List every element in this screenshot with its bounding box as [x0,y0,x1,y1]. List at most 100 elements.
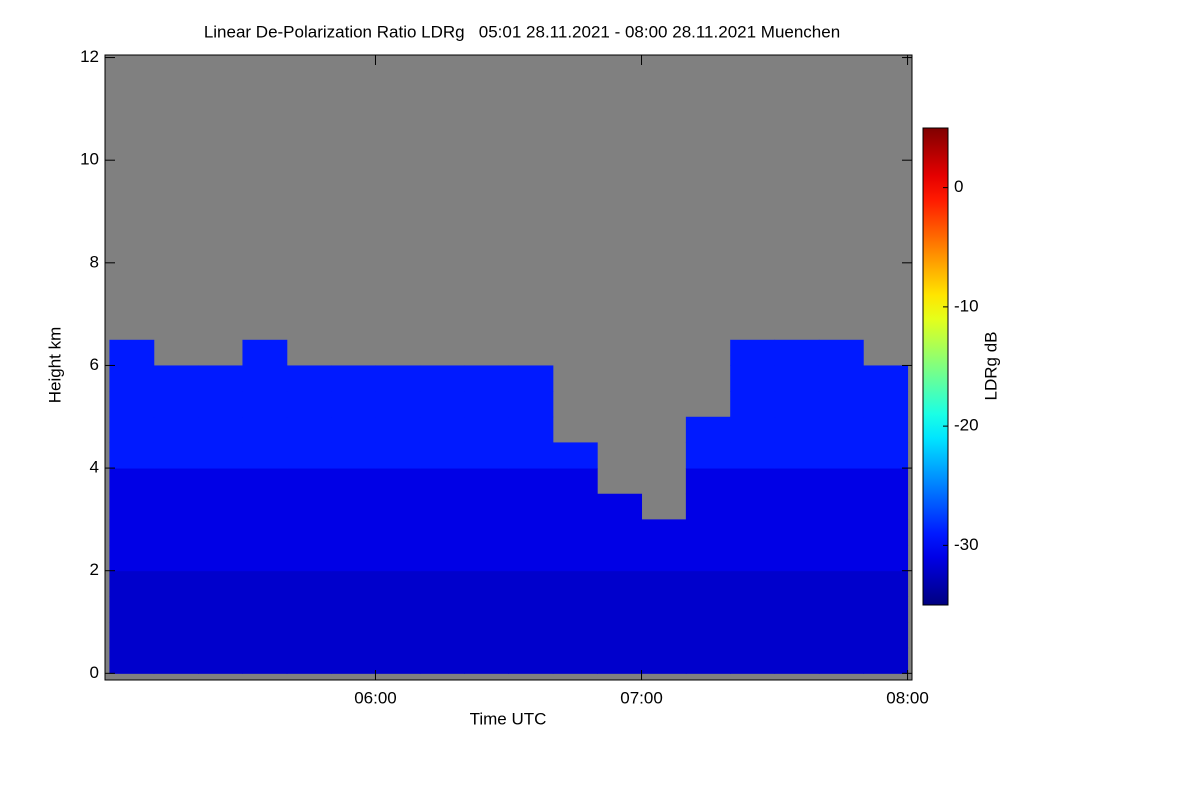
heatmap-cell [375,519,421,546]
heatmap-cell [863,391,909,418]
heatmap-cell [818,647,864,674]
heatmap-cell [597,570,643,597]
heatmap-cell [286,416,332,443]
heatmap-cell [198,596,243,623]
heatmap-cell [508,442,554,469]
x-axis-label: Time UTC [470,709,547,728]
heatmap-cell [242,545,288,572]
heatmap-cell [818,493,864,520]
heatmap-cell [818,519,864,546]
heatmap-cell [464,545,509,572]
heatmap-cell [774,519,820,546]
y-tick-label: 4 [90,458,99,477]
heatmap-cell [641,519,687,546]
heatmap-cell [508,365,554,392]
heatmap-cell [730,622,776,649]
heatmap-cell [242,570,288,597]
y-tick-label: 10 [80,150,99,169]
heatmap-cell [331,647,376,674]
heatmap-cell [464,391,509,418]
heatmap-cell [198,468,243,495]
heatmap-cell [153,416,199,443]
heatmap-cell [818,391,864,418]
heatmap-cell [552,468,598,495]
heatmap-cell [198,365,243,392]
colorbar-tick-label: -30 [954,535,979,554]
heatmap-cell [419,647,465,674]
heatmap-cell [508,647,554,674]
heatmap-cell [818,570,864,597]
heatmap-cell [464,570,509,597]
heatmap-cell [774,622,820,649]
heatmap-cell [331,596,376,623]
heatmap-cell [508,596,554,623]
colorbar-tick-label: -10 [954,296,979,315]
heatmap-cell [286,545,332,572]
heatmap-cell [286,391,332,418]
heatmap-cell [109,596,155,623]
heatmap-cell [641,570,687,597]
heatmap-cell [375,391,421,418]
heatmap-cell [774,493,820,520]
heatmap-cell [286,493,332,520]
heatmap-cell [685,519,731,546]
x-tick-label: 08:00 [886,688,929,707]
x-tick-label: 06:00 [354,688,397,707]
heatmap-cell [464,365,509,392]
heatmap-cell [774,647,820,674]
heatmap-cell [774,596,820,623]
heatmap-cell [730,391,776,418]
heatmap-cell [419,622,465,649]
colorbar-tick-label: -20 [954,416,979,435]
heatmap-cell [863,519,909,546]
heatmap-cell [552,622,598,649]
heatmap-cell [464,493,509,520]
heatmap-cell [730,493,776,520]
chart-title: Linear De-Polarization Ratio LDRg 05:01 … [204,22,840,41]
heatmap-cell [508,519,554,546]
heatmap-cell [685,468,731,495]
heatmap-cell [730,442,776,469]
heatmap-cell [153,545,199,572]
heatmap-cell [375,493,421,520]
heatmap-cell [774,365,820,392]
heatmap-cell [863,493,909,520]
heatmap-cell [419,570,465,597]
heatmap-cell [552,596,598,623]
heatmap-cell [818,596,864,623]
heatmap-cell [242,416,288,443]
heatmap-cell [375,570,421,597]
heatmap-cell [286,570,332,597]
heatmap-cell [818,339,864,366]
heatmap-cell [508,493,554,520]
heatmap-cell [464,622,509,649]
heatmap-cell [375,647,421,674]
heatmap-cell [331,545,376,572]
heatmap-cell [863,468,909,495]
heatmap-cell [242,391,288,418]
heatmap-cell [198,570,243,597]
heatmap-cell [331,622,376,649]
heatmap-cell [685,622,731,649]
heatmap-cell [331,570,376,597]
heatmap-cell [331,416,376,443]
heatmap-cell [419,416,465,443]
heatmap-cell [863,570,909,597]
heatmap-cell [419,493,465,520]
heatmap-cell [153,647,199,674]
heatmap-cell [198,391,243,418]
heatmap-cell [375,416,421,443]
heatmap-cell [508,570,554,597]
heatmap-cell [109,442,155,469]
heatmap-cell [331,391,376,418]
heatmap-cell [153,596,199,623]
heatmap-cell [508,391,554,418]
heatmap-cell [286,519,332,546]
heatmap-cell [730,468,776,495]
heatmap-cell [730,365,776,392]
heatmap-cell [242,519,288,546]
heatmap-cell [464,416,509,443]
heatmap-cell [774,545,820,572]
heatmap-cell [464,596,509,623]
heatmap-cell [286,365,332,392]
